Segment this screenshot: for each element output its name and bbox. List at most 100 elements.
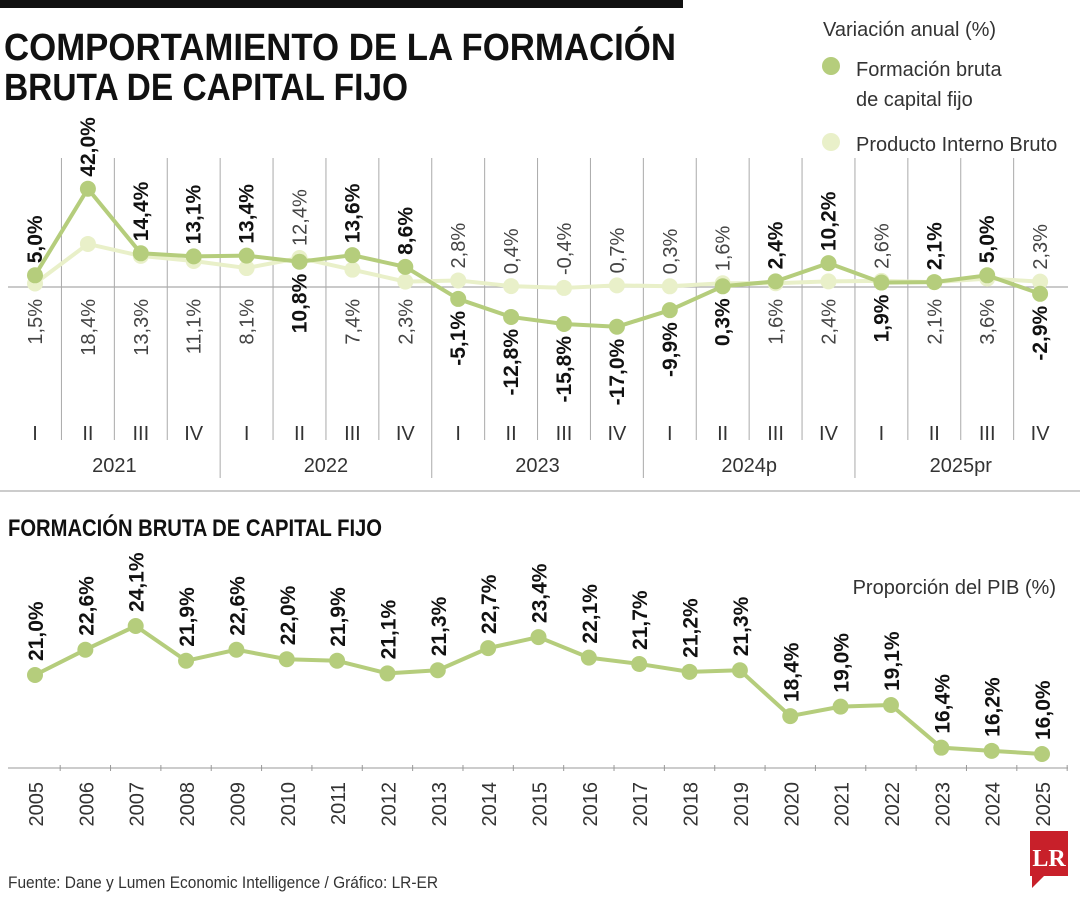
fbcf-share-label: 21,0%: [25, 601, 48, 661]
fbcf-point: [873, 274, 890, 291]
pib-data-label: 11,1%: [184, 299, 206, 354]
fbcf-share-label: 19,1%: [881, 631, 904, 691]
fbcf-share-label: 21,2%: [680, 598, 703, 658]
year-tick-label: 2010: [278, 782, 300, 827]
quarter-tick-label: III: [132, 423, 149, 445]
fbcf-data-label: -9,9%: [659, 322, 682, 377]
pib-data-label: 2,1%: [924, 299, 946, 345]
fbcf-data-label: 5,0%: [24, 215, 47, 263]
fbcf-point: [608, 318, 625, 335]
pib-point: [556, 279, 572, 296]
year-tick-label: 2009: [227, 782, 249, 827]
title-line-2: BRUTA DE CAPITAL FIJO: [4, 67, 408, 109]
quarter-tick-label: IV: [607, 423, 627, 445]
fbcf-data-label: 42,0%: [77, 117, 100, 177]
fbcf-data-label: 8,6%: [394, 207, 417, 255]
fbcf-data-label: 10,2%: [818, 191, 841, 251]
pib-data-label: 0,4%: [501, 228, 523, 274]
top-bar: [0, 0, 683, 8]
fbcf-data-label: 5,0%: [976, 215, 999, 263]
fbcf-point: [1032, 285, 1049, 302]
fbcf-share-point: [731, 662, 748, 679]
fbcf-share-label: 23,4%: [529, 563, 552, 623]
fbcf-point: [979, 267, 996, 284]
pib-data-label: 2,3%: [395, 299, 417, 345]
pib-point: [397, 273, 414, 290]
pib-point: [661, 278, 678, 295]
fbcf-point: [503, 308, 520, 325]
quarter-tick-label: I: [879, 423, 885, 445]
year-tick-label: 2006: [76, 782, 98, 827]
fbcf-share-point: [1034, 746, 1050, 762]
year-tick-label: 2018: [681, 782, 703, 827]
fbcf-share-point: [882, 697, 899, 714]
year-tick-label: 2014: [479, 782, 501, 827]
fbcf-point: [714, 278, 731, 295]
pib-data-label: 13,3%: [131, 299, 153, 356]
year-tick-label: 2008: [177, 782, 199, 827]
fbcf-data-label: -12,8%: [500, 329, 523, 396]
fbcf-share-label: 16,4%: [931, 674, 954, 734]
pib-data-label: 1,6%: [713, 225, 735, 271]
fbcf-point: [291, 253, 308, 270]
fbcf-point: [820, 255, 837, 272]
fbcf-share-point: [278, 651, 295, 668]
year-tick-label: 2012: [378, 782, 400, 827]
annual-chart: 2005 2006 2007 2008 2009 2010 2011 2012 2013 2014…: [8, 552, 1068, 827]
fbcf-share-point: [681, 663, 698, 680]
quarter-tick-label: II: [929, 423, 940, 445]
year-tick-label: 2013: [429, 782, 451, 827]
bottom-chart-ylabel: Proporción del PIB (%): [853, 577, 1056, 599]
legend-fbcf-label-2: de capital fijo: [856, 89, 973, 111]
pib-data-label: 3,6%: [977, 299, 999, 345]
fbcf-data-label: 13,6%: [341, 183, 364, 243]
fbcf-share-label: 24,1%: [126, 552, 149, 612]
legend-pib-marker: [822, 133, 840, 151]
fbcf-share-point: [178, 652, 195, 669]
year-tick-label: 2015: [530, 782, 552, 827]
pib-data-label: 0,7%: [607, 228, 629, 274]
fbcf-share-point: [983, 742, 1000, 759]
year-tick-label: 2007: [127, 782, 149, 827]
quarter-tick-label: II: [717, 423, 728, 445]
pib-data-label: 12,4%: [290, 189, 312, 246]
fbcf-share-point: [379, 665, 396, 682]
fbcf-point: [767, 273, 784, 290]
year-tick-label: 2021: [832, 782, 854, 827]
fbcf-data-label: 13,4%: [236, 184, 259, 244]
pib-data-label: 1,6%: [766, 299, 788, 345]
fbcf-data-label: -17,0%: [606, 338, 629, 405]
quarter-tick-label: III: [556, 423, 573, 445]
quarter-tick-label: IV: [396, 423, 416, 445]
year-tick-label: 2024p: [721, 455, 777, 477]
pib-point: [820, 273, 837, 290]
quarter-tick-label: I: [244, 423, 250, 445]
title-line-1: COMPORTAMIENTO DE LA FORMACIÓN: [4, 25, 676, 69]
fbcf-data-label: 1,9%: [870, 294, 893, 342]
svg-text:LR: LR: [1032, 846, 1066, 872]
year-tick-label: 2019: [731, 782, 753, 827]
pib-data-label: -0,4%: [554, 223, 576, 275]
fbcf-share-label: 22,1%: [579, 584, 602, 644]
fbcf-data-label: -2,9%: [1029, 305, 1052, 360]
pib-data-label: 2,8%: [448, 223, 470, 269]
fbcf-share-label: 19,0%: [831, 633, 854, 693]
fbcf-data-label: -15,8%: [553, 336, 576, 403]
quarter-tick-label: IV: [1031, 423, 1051, 445]
fbcf-share-label: 22,6%: [75, 576, 98, 636]
pib-point: [344, 261, 361, 278]
fbcf-share-label: 21,3%: [730, 596, 753, 656]
quarter-tick-label: III: [344, 423, 361, 445]
pib-point: [503, 278, 520, 295]
fbcf-share-point: [631, 655, 648, 672]
year-tick-label: 2025: [1033, 782, 1055, 827]
source-note: Fuente: Dane y Lumen Economic Intelligen…: [8, 873, 438, 892]
fbcf-point: [238, 247, 255, 264]
year-tick-label: 2017: [630, 782, 652, 827]
pib-point: [608, 277, 625, 294]
fbcf-share-point: [429, 662, 446, 679]
quarter-tick-label: III: [767, 423, 784, 445]
year-tick-label: 2023: [932, 782, 954, 827]
quarter-tick-label: II: [294, 423, 305, 445]
